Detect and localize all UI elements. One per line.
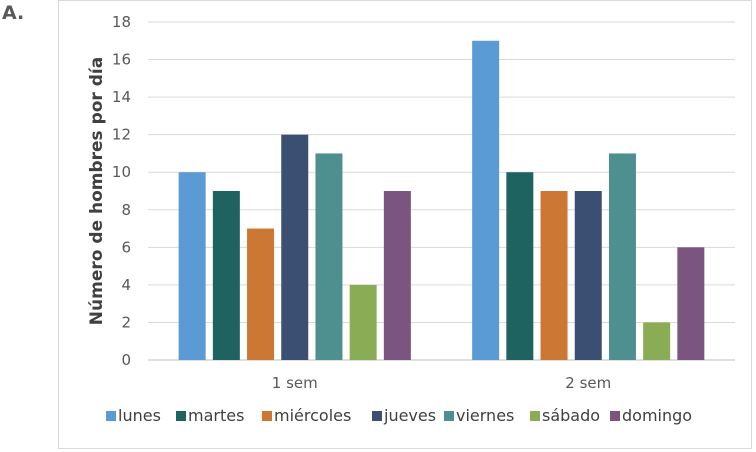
y-tick-label: 16 xyxy=(112,51,131,69)
legend-swatch xyxy=(610,411,620,421)
legend-label: domingo xyxy=(622,406,692,425)
legend-label: viernes xyxy=(456,406,514,425)
panel-label: A. xyxy=(2,2,25,24)
legend-swatch xyxy=(176,411,186,421)
y-tick-label: 10 xyxy=(112,163,131,181)
y-tick-label: 4 xyxy=(121,276,131,294)
bar-domingo-2-sem xyxy=(677,247,705,360)
bar-martes-2-sem xyxy=(506,172,534,360)
bar-domingo-1-sem xyxy=(383,191,411,360)
legend-swatch xyxy=(444,411,454,421)
y-tick-label: 14 xyxy=(112,88,131,106)
bar-viernes-1-sem xyxy=(315,153,343,360)
bars xyxy=(178,40,705,361)
gridlines xyxy=(148,21,735,361)
bar-jueves-1-sem xyxy=(281,134,309,360)
bar-martes-1-sem xyxy=(212,191,240,360)
legend-label: lunes xyxy=(118,406,161,425)
y-axis-label: Número de hombres por día xyxy=(87,57,107,325)
legend-swatch xyxy=(530,411,540,421)
bar-jueves-2-sem xyxy=(574,191,602,360)
y-tick-label: 8 xyxy=(121,201,131,219)
legend-label: miércoles xyxy=(274,406,351,425)
bar-viernes-2-sem xyxy=(608,153,636,360)
y-tick-label: 12 xyxy=(112,126,131,144)
legend-label: sábado xyxy=(542,406,600,425)
y-tick-label: 0 xyxy=(121,351,131,369)
bar-sábado-1-sem xyxy=(349,284,377,360)
x-category-label: 1 sem xyxy=(272,374,318,392)
bar-lunes-2-sem xyxy=(472,40,500,361)
y-tick-label: 6 xyxy=(121,238,131,256)
bar-miércoles-1-sem xyxy=(247,228,275,360)
axes: 0 2 4 6 8 10 12 14 16 18 1 sem 2 sem xyxy=(112,13,611,392)
legend-swatch xyxy=(106,411,116,421)
bar-sábado-2-sem xyxy=(643,322,671,360)
legend-swatch xyxy=(372,411,382,421)
legend-swatch xyxy=(262,411,272,421)
y-tick-label: 18 xyxy=(112,13,131,31)
bar-lunes-1-sem xyxy=(178,172,206,360)
legend-label: jueves xyxy=(383,406,436,425)
legend-label: martes xyxy=(188,406,244,425)
legend: lunes martes miércoles jueves viernes sábado d… xyxy=(106,406,692,425)
x-category-label: 2 sem xyxy=(565,374,611,392)
bar-miércoles-2-sem xyxy=(540,191,568,360)
y-tick-label: 2 xyxy=(121,313,131,331)
